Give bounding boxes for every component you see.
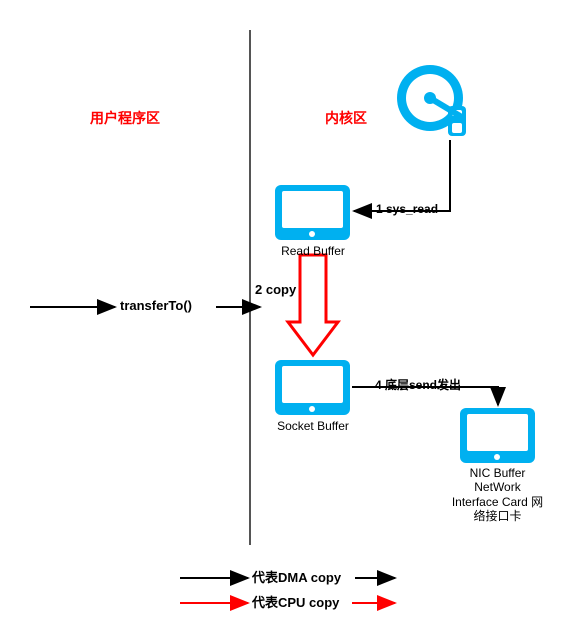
sys-read-label: 1 sys_read [376,202,438,216]
disk-icon [397,65,466,136]
nic-line4: 络接口卡 [440,509,555,523]
kernel-region-title: 内核区 [325,108,367,128]
arrow-copy [288,255,338,355]
diagram-svg [0,0,588,626]
nic-buffer-label: NIC Buffer NetWork Interface Card 网 络接口卡 [440,466,555,524]
arrow-sys-read [354,140,450,211]
transferTo-label: transferTo() [120,298,192,314]
read-buffer-icon [275,185,350,240]
socket-buffer-icon [275,360,350,415]
send-label: 4 底层send发出 [375,378,461,392]
read-buffer-label: Read Buffer [280,244,346,258]
user-region-title: 用户程序区 [90,108,160,128]
nic-buffer-icon [460,408,535,463]
legend-dma-text: 代表DMA copy [252,570,341,586]
two-copy-label: 2 copy [255,282,296,298]
socket-buffer-label: Socket Buffer [273,419,353,433]
nic-line2: NetWork [440,480,555,494]
legend-cpu-text: 代表CPU copy [252,595,339,611]
nic-line1: NIC Buffer [440,466,555,480]
nic-line3: Interface Card 网 [440,495,555,509]
diagram-canvas: 用户程序区 内核区 transferTo() 1 sys_read Read B… [0,0,588,626]
